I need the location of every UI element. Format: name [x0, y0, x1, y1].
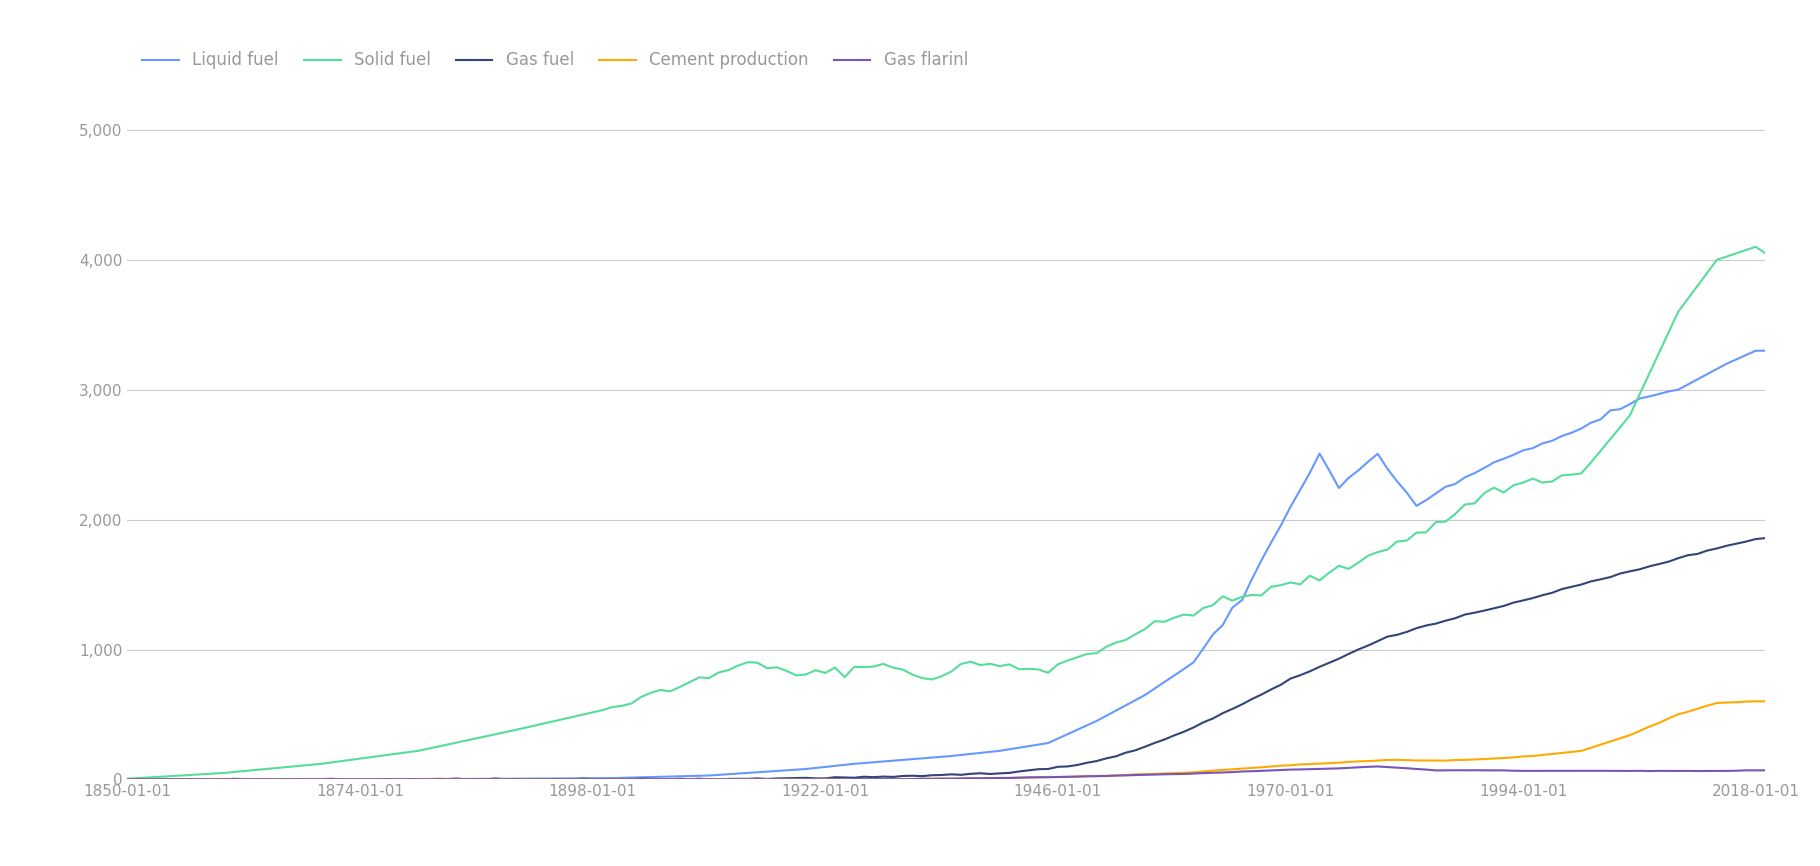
Cement production [737, 774, 759, 785]
Liquid fuel [1754, 346, 1776, 356]
Gas flarinl [1600, 766, 1622, 776]
Gas fuel [1754, 533, 1776, 543]
Gas flarinl [988, 772, 1010, 783]
Solid fuel [1754, 248, 1776, 258]
Gas fuel [901, 771, 923, 781]
Gas flarinl [1367, 761, 1389, 772]
Solid fuel [728, 661, 750, 671]
Gas fuel [349, 774, 371, 785]
Liquid fuel [349, 774, 371, 785]
Solid fuel [349, 753, 371, 764]
Liquid fuel [979, 746, 1001, 757]
Solid fuel [901, 669, 923, 680]
Cement production [1754, 696, 1776, 707]
Cement production [912, 773, 934, 784]
Gas fuel [116, 774, 138, 785]
Solid fuel [912, 673, 934, 683]
Legend: Liquid fuel, Solid fuel, Gas fuel, Cement production, Gas flarinl: Liquid fuel, Solid fuel, Gas fuel, Cemen… [136, 45, 974, 76]
Solid fuel [979, 658, 1001, 669]
Line: Cement production: Cement production [127, 701, 1765, 779]
Gas fuel [1580, 576, 1602, 586]
Liquid fuel [1580, 417, 1602, 428]
Liquid fuel [912, 753, 934, 764]
Gas fuel [912, 771, 934, 781]
Line: Liquid fuel: Liquid fuel [127, 351, 1765, 779]
Cement production [116, 774, 138, 785]
Cement production [126, 774, 147, 785]
Line: Gas flarinl: Gas flarinl [127, 766, 1765, 779]
Solid fuel [116, 773, 138, 784]
Cement production [1589, 740, 1611, 750]
Line: Gas fuel: Gas fuel [127, 538, 1765, 779]
Gas flarinl [737, 774, 759, 785]
Line: Solid fuel: Solid fuel [127, 247, 1765, 779]
Gas flarinl [126, 774, 147, 785]
Gas flarinl [921, 773, 943, 784]
Gas flarinl [912, 773, 934, 784]
Gas fuel [728, 773, 750, 784]
Gas flarinl [116, 774, 138, 785]
Gas flarinl [1754, 766, 1776, 776]
Gas fuel [979, 769, 1001, 779]
Liquid fuel [728, 768, 750, 779]
Cement production [359, 774, 380, 785]
Gas flarinl [359, 774, 380, 785]
Liquid fuel [1745, 346, 1767, 356]
Solid fuel [1745, 242, 1767, 252]
Cement production [988, 772, 1010, 783]
Liquid fuel [901, 754, 923, 765]
Cement production [921, 773, 943, 784]
Liquid fuel [116, 774, 138, 785]
Solid fuel [1580, 457, 1602, 468]
